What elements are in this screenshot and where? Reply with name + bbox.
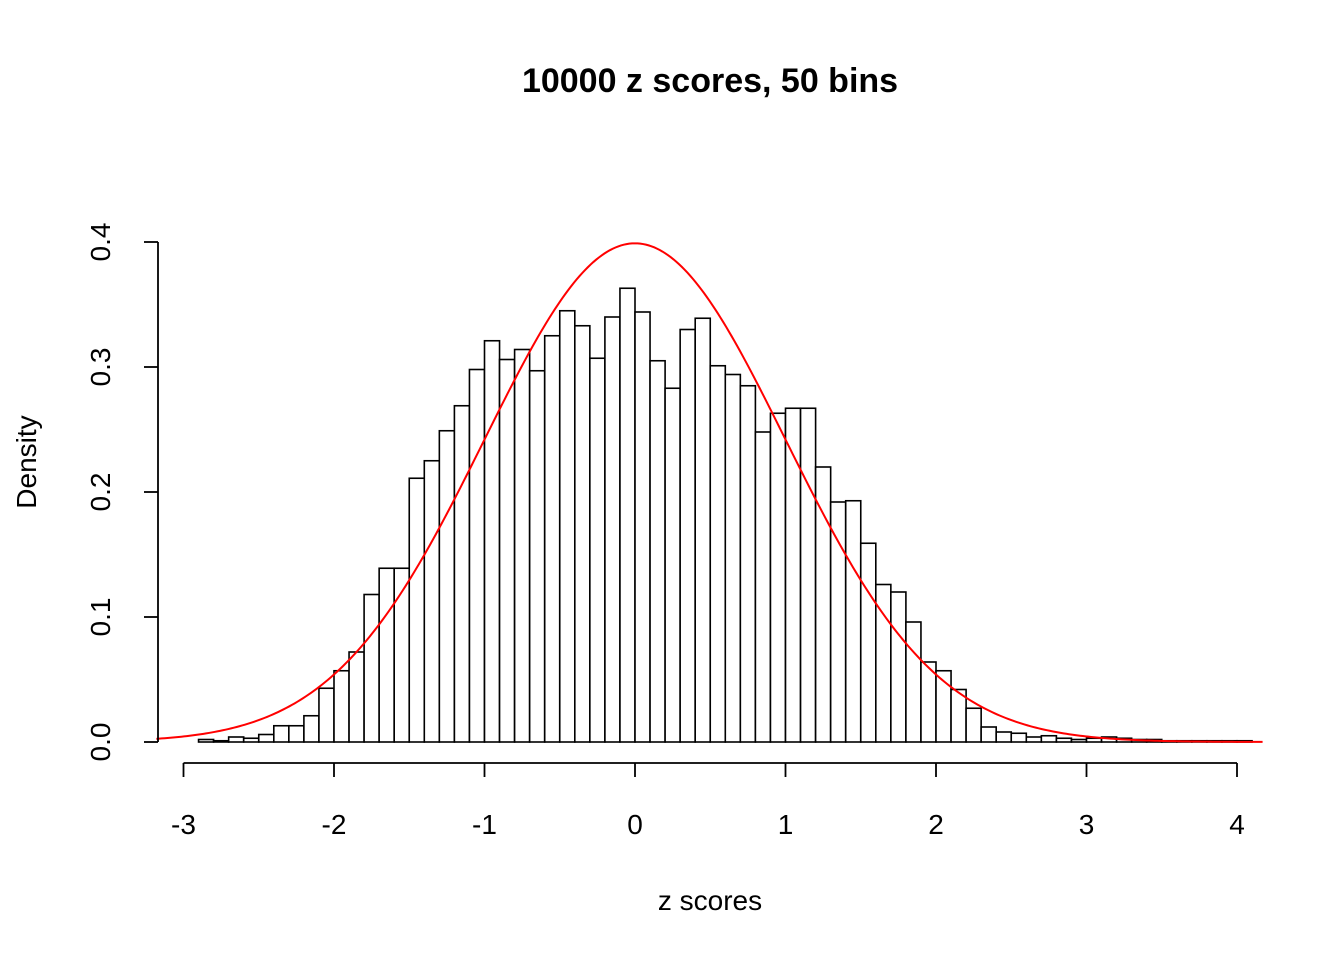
normal-density-curve — [156, 242, 1263, 743]
histogram-bar — [528, 369, 546, 743]
y-tick-label: 0.0 — [85, 723, 116, 762]
histogram-bar — [844, 499, 862, 743]
histogram-bar — [197, 738, 215, 743]
histogram-bar — [378, 567, 395, 743]
histogram-bar — [513, 348, 531, 743]
histogram-bar — [303, 714, 320, 743]
histogram-bar — [227, 736, 245, 743]
histogram-bar — [453, 404, 471, 743]
x-tick-label: -3 — [171, 809, 196, 840]
histogram-bar — [257, 733, 275, 743]
histogram-bar — [649, 359, 666, 743]
histogram-bar — [754, 431, 772, 743]
x-tick-label: 2 — [928, 809, 944, 840]
histogram-bar — [679, 328, 697, 743]
histogram-bar — [905, 621, 922, 743]
chart-title: 10000 z scores, 50 bins — [522, 62, 898, 100]
histogram-bar — [694, 317, 712, 743]
histogram-bars — [197, 287, 1253, 743]
histogram-bar — [920, 661, 937, 743]
histogram-bar — [573, 324, 591, 743]
histogram-bar — [980, 726, 998, 743]
histogram-bar — [814, 466, 832, 743]
histogram-bar — [664, 387, 681, 743]
histogram-bar — [363, 593, 380, 743]
histogram-bar — [995, 731, 1013, 743]
histogram-bar — [272, 724, 290, 743]
histogram-bar — [1085, 737, 1103, 743]
histogram-bar — [212, 739, 230, 743]
histogram-bar — [965, 707, 982, 743]
histogram-bar — [709, 364, 727, 743]
y-axis: 0.0 0.1 0.2 0.3 0.4 — [85, 223, 159, 762]
histogram-bar — [619, 287, 636, 743]
x-tick-label: 4 — [1229, 809, 1245, 840]
y-tick-label: 0.1 — [85, 598, 116, 637]
x-tick-label: 3 — [1079, 809, 1095, 840]
histogram-bar — [1070, 738, 1088, 743]
y-axis-label: Density — [11, 415, 42, 508]
histogram-bar — [543, 334, 561, 743]
y-tick-label: 0.3 — [85, 348, 116, 387]
histogram-bar — [589, 357, 606, 743]
histogram-bar — [859, 542, 877, 743]
histogram-bar — [769, 412, 787, 743]
histogram-bar — [739, 384, 757, 743]
x-axis-label: z scores — [658, 885, 762, 916]
histogram-bar — [634, 311, 651, 743]
histogram-bar — [393, 567, 411, 743]
histogram-bar — [498, 358, 516, 743]
histogram-bar — [604, 316, 621, 743]
histogram-bar — [1025, 736, 1043, 743]
x-tick-label: 0 — [627, 809, 643, 840]
x-tick-label: 1 — [778, 809, 794, 840]
histogram-bar — [799, 407, 817, 743]
histogram-bar — [438, 429, 456, 743]
histogram-bar — [468, 368, 486, 743]
histogram-bar — [348, 651, 365, 743]
histogram-bar — [288, 724, 305, 743]
histogram-bar — [408, 477, 426, 743]
histogram-bar — [784, 407, 802, 743]
histogram-bar — [1055, 737, 1073, 743]
histogram-bar — [829, 501, 847, 743]
histogram-bar — [950, 688, 967, 743]
histogram-bar — [1040, 734, 1058, 743]
x-tick-label: -2 — [322, 809, 347, 840]
x-tick-label: -1 — [472, 809, 497, 840]
histogram-bar — [558, 309, 576, 743]
histogram-bar — [333, 669, 350, 743]
x-axis: -3 -2 -1 0 1 2 3 4 — [171, 762, 1245, 840]
histogram-bar — [724, 373, 742, 743]
y-tick-label: 0.4 — [85, 223, 116, 262]
histogram-bar — [242, 737, 260, 743]
histogram-bar — [1010, 732, 1028, 743]
histogram-bar — [318, 687, 335, 743]
histogram-bar — [483, 339, 501, 743]
histogram-bar — [423, 459, 441, 743]
histogram-bar — [890, 591, 907, 743]
y-tick-label: 0.2 — [85, 473, 116, 512]
